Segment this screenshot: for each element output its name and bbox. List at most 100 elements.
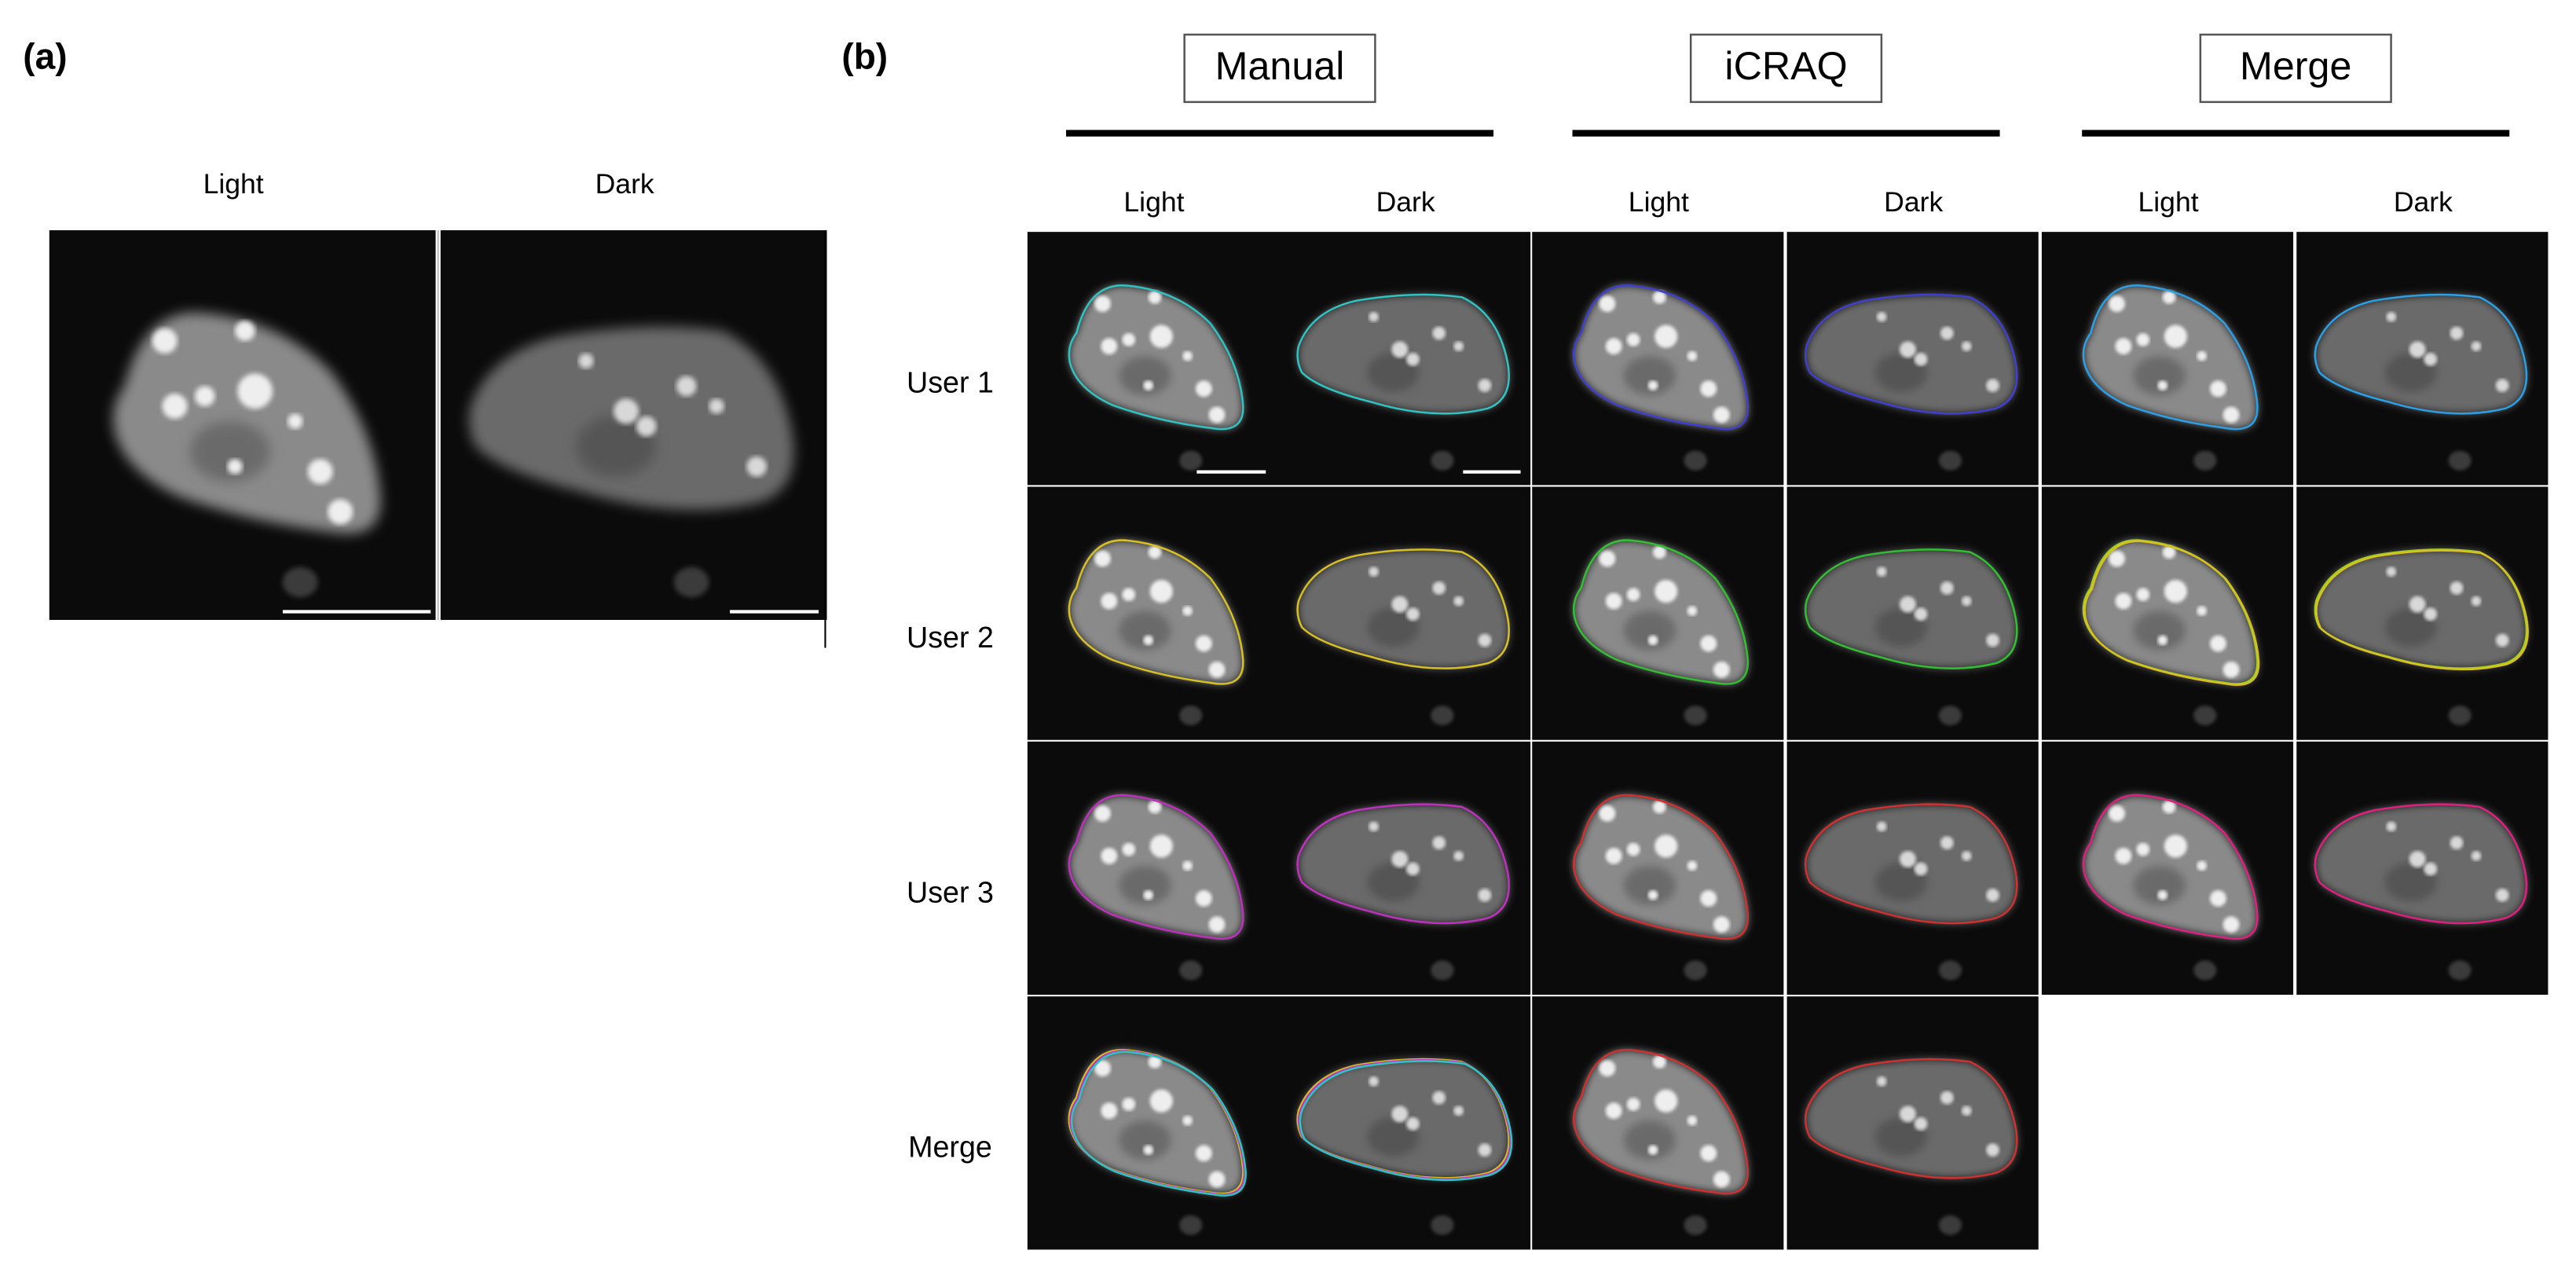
spot — [1195, 1145, 1212, 1162]
spot — [614, 398, 639, 424]
nucleolus — [2133, 865, 2186, 905]
spot — [1432, 836, 1446, 850]
micrograph — [2296, 232, 2549, 486]
nucleolus — [1367, 352, 1420, 392]
spot — [2115, 338, 2132, 355]
outline — [2082, 284, 2259, 431]
spot — [1369, 312, 1379, 322]
spot — [1122, 588, 1136, 602]
spot — [1986, 1143, 1999, 1157]
column-label: Dark — [595, 168, 654, 200]
spot — [2450, 836, 2464, 850]
spot — [1626, 1098, 1640, 1111]
spot — [1149, 1089, 1173, 1113]
micrograph — [1027, 741, 1279, 996]
micrograph — [49, 230, 436, 620]
spot — [636, 416, 657, 437]
spot — [1647, 890, 1658, 900]
spot — [1700, 635, 1717, 652]
outline — [1068, 539, 1244, 685]
spot — [1149, 579, 1173, 603]
spot — [1391, 341, 1409, 358]
spot — [1713, 406, 1730, 424]
spot — [1148, 800, 1162, 814]
row-label: User 2 — [907, 621, 994, 654]
spot — [2424, 862, 2438, 876]
spot — [1599, 805, 1616, 822]
spot — [1605, 1102, 1622, 1120]
micrograph — [1027, 486, 1279, 740]
spot — [2495, 379, 2509, 392]
outline — [1573, 1049, 1749, 1195]
nucleolus — [1623, 356, 1676, 396]
debris — [1431, 450, 1454, 471]
micrograph — [2041, 741, 2294, 996]
spot — [1208, 1171, 1226, 1188]
spot — [152, 328, 178, 354]
spot — [2471, 596, 2482, 607]
outline — [1804, 1058, 2018, 1179]
spot — [1654, 1089, 1678, 1113]
micrograph — [1786, 741, 2039, 996]
spot — [1391, 1106, 1409, 1123]
spot — [1605, 592, 1622, 610]
spot — [1687, 606, 1698, 616]
spot — [235, 321, 255, 341]
spot — [1094, 295, 1111, 313]
spot — [1962, 596, 1972, 607]
spot — [2136, 588, 2150, 602]
spot — [1914, 607, 1928, 621]
spot — [1101, 1102, 1118, 1120]
outline — [1068, 284, 1244, 431]
row-label: Merge — [908, 1131, 992, 1164]
group-box — [1183, 33, 1376, 104]
spot — [2197, 350, 2207, 361]
spot — [1900, 596, 1916, 613]
micrograph — [1278, 741, 1531, 996]
spot — [1700, 890, 1717, 907]
debris — [1431, 706, 1454, 726]
debris — [1179, 960, 1203, 981]
outline — [1299, 1060, 1513, 1182]
spot — [2495, 888, 2509, 902]
spot — [1432, 1091, 1446, 1105]
spot — [1876, 566, 1887, 577]
spot — [1148, 545, 1162, 559]
spot — [1148, 1055, 1162, 1069]
micrograph — [1532, 486, 1784, 740]
outline — [1804, 293, 2018, 415]
spot — [2450, 581, 2464, 595]
spot — [1208, 406, 1226, 424]
spot — [2222, 661, 2240, 678]
spot — [194, 386, 215, 407]
spot — [1143, 890, 1153, 900]
nucleolus — [1367, 862, 1420, 902]
group-box — [2199, 33, 2392, 104]
spot — [2157, 635, 2168, 646]
outline — [2314, 803, 2528, 925]
outline — [2315, 549, 2529, 671]
debris — [1431, 960, 1454, 981]
spot — [1432, 326, 1446, 340]
spot — [2409, 851, 2426, 867]
nucleolus — [1367, 607, 1420, 647]
nucleolus — [2133, 356, 2186, 396]
spot — [2222, 406, 2240, 424]
nucleolus — [1119, 610, 1171, 651]
outline — [1296, 803, 1510, 925]
spot — [1453, 341, 1464, 351]
outline — [1070, 1050, 1247, 1197]
spot — [2386, 821, 2397, 832]
spot — [1478, 633, 1492, 647]
spot — [2386, 312, 2397, 322]
spot — [1713, 916, 1730, 933]
spot — [1654, 834, 1678, 858]
spot — [1478, 1143, 1492, 1157]
debris — [1684, 960, 1707, 981]
outline — [1804, 548, 2018, 669]
micrograph — [2041, 232, 2294, 486]
nucleolus — [2384, 352, 2438, 392]
micrograph — [1786, 486, 2039, 740]
spot — [1369, 821, 1379, 832]
debris — [1938, 1215, 1962, 1235]
